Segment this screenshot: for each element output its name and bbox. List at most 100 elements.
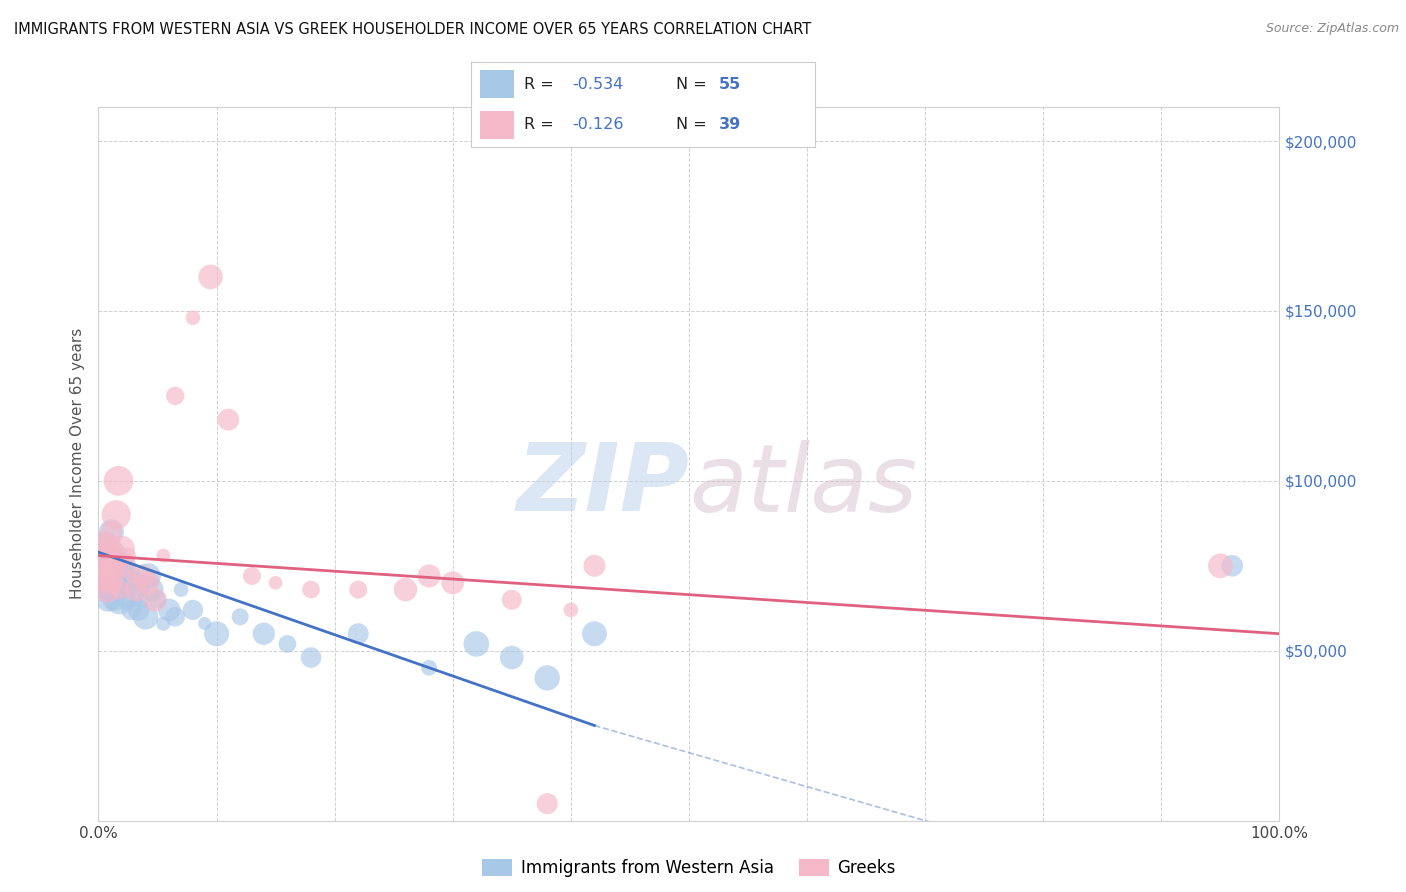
Point (117, 549, 139, 563)
Text: N =: N = (676, 77, 711, 92)
Point (536, 671, 558, 685)
Bar (479, 111, 515, 139)
Point (418, 569, 440, 583)
Point (105, 575, 128, 590)
Point (125, 592, 148, 607)
Point (112, 575, 135, 590)
Point (129, 582, 152, 597)
Point (121, 569, 143, 583)
Point (299, 582, 322, 597)
Point (441, 575, 464, 590)
Point (98, 569, 121, 583)
Text: atlas: atlas (689, 440, 917, 531)
Point (101, 549, 124, 563)
Point (128, 603, 150, 617)
Point (181, 310, 204, 325)
Point (1220, 558, 1243, 573)
Text: R =: R = (524, 117, 560, 132)
Point (143, 592, 166, 607)
Point (501, 650, 523, 665)
Point (112, 562, 135, 576)
Point (100, 524, 122, 539)
Text: 55: 55 (718, 77, 741, 92)
Legend: Immigrants from Western Asia, Greeks: Immigrants from Western Asia, Greeks (475, 852, 903, 884)
Point (117, 569, 139, 583)
Point (97, 592, 120, 607)
Point (152, 616, 174, 631)
Text: Source: ZipAtlas.com: Source: ZipAtlas.com (1265, 22, 1399, 36)
Point (107, 558, 129, 573)
Point (141, 582, 163, 597)
Point (418, 661, 440, 675)
Point (394, 582, 416, 597)
Point (104, 569, 127, 583)
Point (121, 603, 143, 617)
Point (347, 582, 370, 597)
Bar (479, 70, 515, 98)
Point (536, 797, 558, 811)
Point (91, 541, 114, 556)
Point (136, 575, 159, 590)
Point (560, 603, 582, 617)
Point (253, 626, 276, 640)
Point (583, 626, 606, 640)
Point (165, 389, 187, 403)
Text: N =: N = (676, 117, 711, 132)
Point (181, 603, 204, 617)
Point (90, 569, 112, 583)
Point (146, 592, 169, 607)
Point (152, 549, 174, 563)
Point (93, 582, 115, 597)
Point (108, 582, 131, 597)
Point (205, 626, 228, 640)
Point (97, 541, 120, 556)
Point (111, 541, 134, 556)
Point (165, 609, 187, 624)
Point (93, 549, 115, 563)
Point (157, 603, 180, 617)
Point (132, 592, 155, 607)
Point (132, 569, 155, 583)
Point (465, 637, 488, 651)
Point (110, 569, 132, 583)
Text: -0.126: -0.126 (572, 117, 624, 132)
Point (115, 592, 138, 607)
Point (118, 582, 141, 597)
Point (229, 609, 252, 624)
Point (217, 412, 239, 426)
Point (94, 535, 117, 549)
Point (112, 558, 135, 573)
Point (170, 582, 193, 597)
Point (200, 269, 222, 284)
Text: R =: R = (524, 77, 560, 92)
Point (103, 592, 125, 607)
Point (501, 592, 523, 607)
Point (94, 558, 117, 573)
Point (90, 558, 112, 573)
Point (136, 569, 159, 583)
Point (583, 558, 606, 573)
Point (194, 616, 217, 631)
Point (107, 474, 129, 488)
Point (98, 569, 121, 583)
Point (264, 575, 287, 590)
Point (96, 582, 118, 597)
Point (135, 609, 157, 624)
Point (108, 592, 131, 607)
Point (105, 582, 128, 597)
Point (111, 582, 134, 597)
Point (91, 549, 114, 563)
Point (347, 626, 370, 640)
Point (98, 575, 121, 590)
Point (97, 562, 120, 576)
Point (96, 575, 118, 590)
Point (93, 535, 115, 549)
Point (103, 558, 125, 573)
Text: ZIP: ZIP (516, 439, 689, 532)
Point (98, 555, 121, 569)
Text: -0.534: -0.534 (572, 77, 624, 92)
Point (276, 637, 298, 651)
Text: 39: 39 (718, 117, 741, 132)
Point (122, 575, 145, 590)
Point (98, 582, 121, 597)
